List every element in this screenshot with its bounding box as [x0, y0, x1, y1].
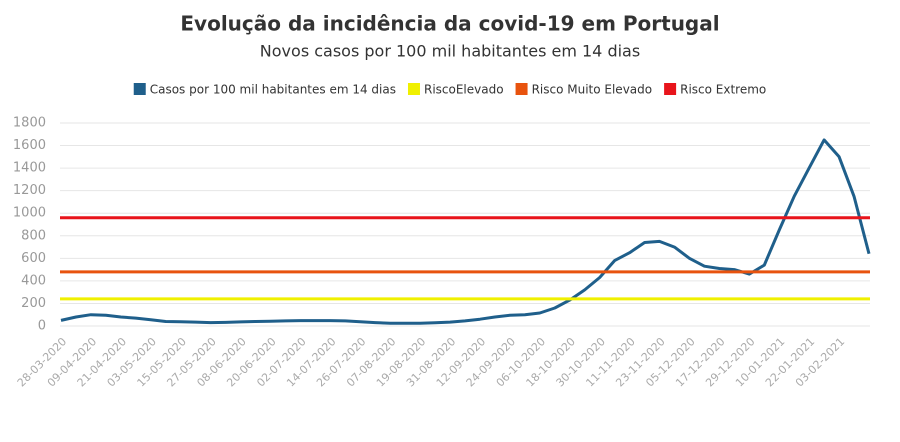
legend-label: Risco Muito Elevado [532, 83, 653, 97]
chart-title: Evolução da incidência da covid-19 em Po… [180, 12, 719, 36]
y-tick-label: 1400 [13, 161, 46, 176]
y-tick-label: 600 [21, 251, 46, 266]
legend: Casos por 100 mil habitantes em 14 dias R… [133, 83, 766, 97]
y-tick-label: 1600 [13, 138, 46, 153]
series-line [60, 138, 871, 325]
y-tick-label: 1200 [13, 183, 46, 198]
y-tick-label: 400 [21, 273, 46, 288]
y-tick-label: 800 [21, 228, 46, 243]
y-tick-label: 1000 [13, 206, 46, 221]
y-tick-label: 0 [38, 319, 46, 334]
legend-swatch [515, 83, 528, 95]
legend-swatch [664, 83, 677, 95]
legend-label: Risco Extremo [680, 83, 766, 97]
legend-label: Casos por 100 mil habitantes em 14 dias [150, 83, 396, 97]
legend-swatch [407, 83, 420, 95]
chart-subtitle: Novos casos por 100 mil habitantes em 14… [260, 42, 640, 61]
y-tick-label: 1800 [13, 116, 46, 131]
legend-label: RiscoElevado [424, 83, 504, 97]
y-tick-label: 200 [21, 296, 46, 311]
legend-swatch [133, 83, 146, 95]
